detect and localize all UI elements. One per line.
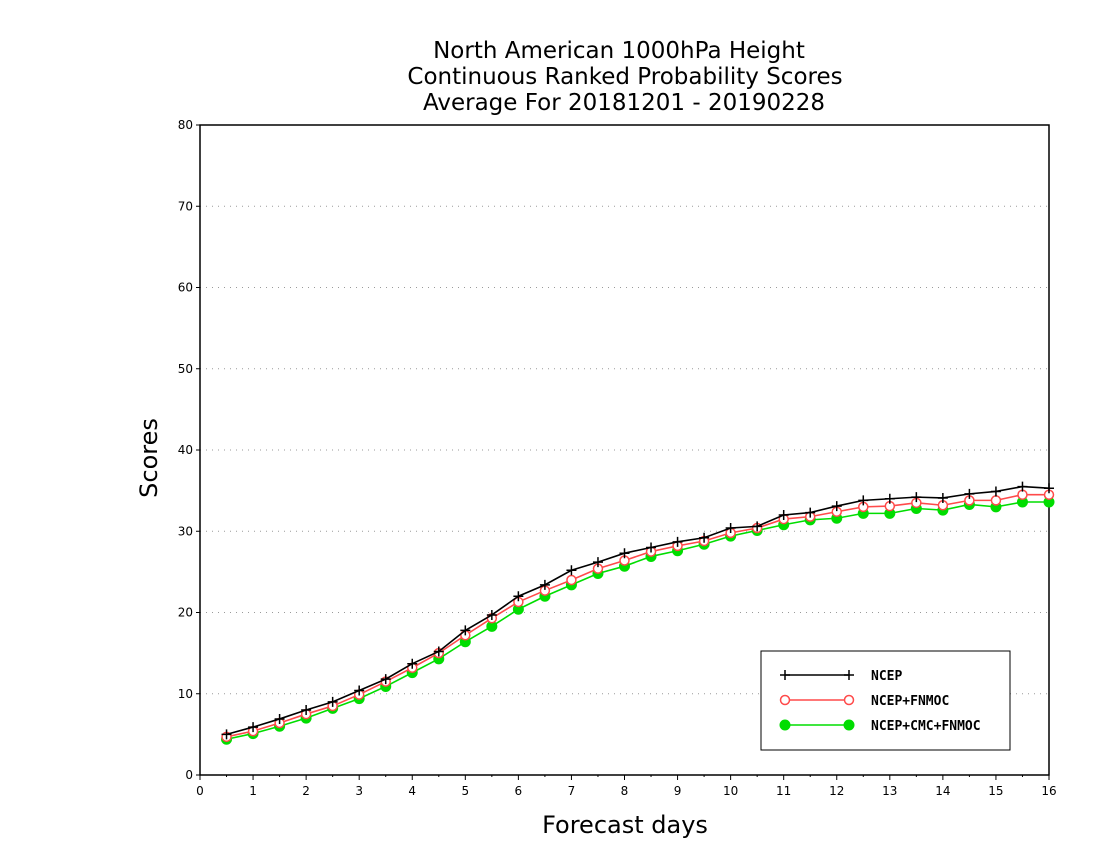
data-point (592, 557, 603, 568)
data-point (433, 646, 444, 657)
y-tick-label: 10 (178, 687, 193, 701)
y-tick-label: 0 (185, 768, 193, 782)
y-tick-label: 20 (178, 606, 193, 620)
x-axis-label: Forecast days (542, 811, 708, 839)
y-tick-label: 70 (178, 199, 193, 213)
x-tick-label: 14 (935, 784, 950, 798)
data-point (831, 501, 842, 512)
data-point (460, 625, 471, 636)
data-point (539, 579, 550, 590)
data-point (911, 492, 922, 503)
x-tick-label: 8 (621, 784, 629, 798)
data-point (513, 591, 524, 602)
x-tick-label: 16 (1041, 784, 1056, 798)
data-point (990, 495, 1002, 506)
y-tick-label: 60 (178, 281, 193, 295)
data-point (858, 495, 869, 506)
data-point (248, 722, 259, 733)
data-point (699, 532, 710, 543)
legend-entry: NCEP+CMC+FNMOC (779, 719, 981, 734)
data-point (354, 685, 365, 696)
data-point (778, 510, 789, 520)
data-point (274, 713, 285, 724)
chart-title-line-3: Average For 20181201 - 20190228 (423, 90, 825, 116)
data-point (566, 565, 577, 576)
x-tick-label: 13 (882, 784, 897, 798)
series-ncep (221, 481, 1054, 740)
data-point (884, 493, 895, 504)
data-point (1044, 483, 1054, 494)
legend-marker (844, 670, 854, 680)
x-tick-label: 2 (302, 784, 310, 798)
x-tick-label: 3 (355, 784, 363, 798)
x-tick-label: 9 (674, 784, 682, 798)
data-point (221, 729, 232, 740)
y-tick-label: 30 (178, 524, 193, 538)
data-point (805, 507, 816, 518)
legend-marker (780, 670, 790, 680)
data-point (672, 536, 683, 547)
legend-marker (843, 719, 855, 731)
x-tick-label: 15 (988, 784, 1003, 798)
data-point (937, 492, 948, 503)
y-tick-label: 50 (178, 362, 193, 376)
y-tick-label: 40 (178, 443, 193, 457)
legend-marker (843, 694, 855, 706)
legend-label: NCEP+CMC+FNMOC (871, 719, 981, 734)
x-tick-label: 7 (568, 784, 576, 798)
y-axis-label: Scores (135, 418, 163, 498)
legend-marker (779, 694, 791, 706)
data-point (752, 521, 763, 532)
x-tick-label: 4 (408, 784, 416, 798)
data-point (486, 609, 497, 620)
x-tick-label: 10 (723, 784, 738, 798)
y-tick-label: 80 (178, 118, 193, 132)
data-point (301, 705, 312, 715)
x-tick-label: 6 (515, 784, 523, 798)
data-point (566, 574, 577, 586)
legend-entry: NCEP+FNMOC (779, 694, 949, 709)
data-point (990, 486, 1001, 497)
x-tick-label: 0 (196, 784, 204, 798)
data-point (646, 542, 657, 553)
plot-area-frame (199, 124, 1050, 776)
legend: NCEP NCEP+FNMOC NCEP+CMC+FNMOC (760, 650, 1011, 751)
data-point (725, 523, 736, 533)
legend-marker (779, 719, 791, 731)
chart-title-line-1: North American 1000hPa Height (433, 38, 805, 64)
x-tick-label: 1 (249, 784, 257, 798)
data-point (407, 658, 418, 669)
legend-entry: NCEP (780, 669, 902, 684)
x-tick-label: 12 (829, 784, 844, 798)
x-tick-label: 5 (461, 784, 469, 798)
data-point (619, 548, 630, 559)
legend-label: NCEP (871, 669, 902, 684)
data-point (964, 488, 975, 499)
chart-title-line-2: Continuous Ranked Probability Scores (407, 64, 842, 90)
legend-label: NCEP+FNMOC (871, 694, 949, 709)
series-layer (221, 481, 1055, 745)
gridlines (200, 205, 1049, 695)
data-point (327, 696, 338, 707)
data-point (380, 674, 391, 685)
x-tick-label: 11 (776, 784, 791, 798)
data-point (1017, 481, 1028, 492)
